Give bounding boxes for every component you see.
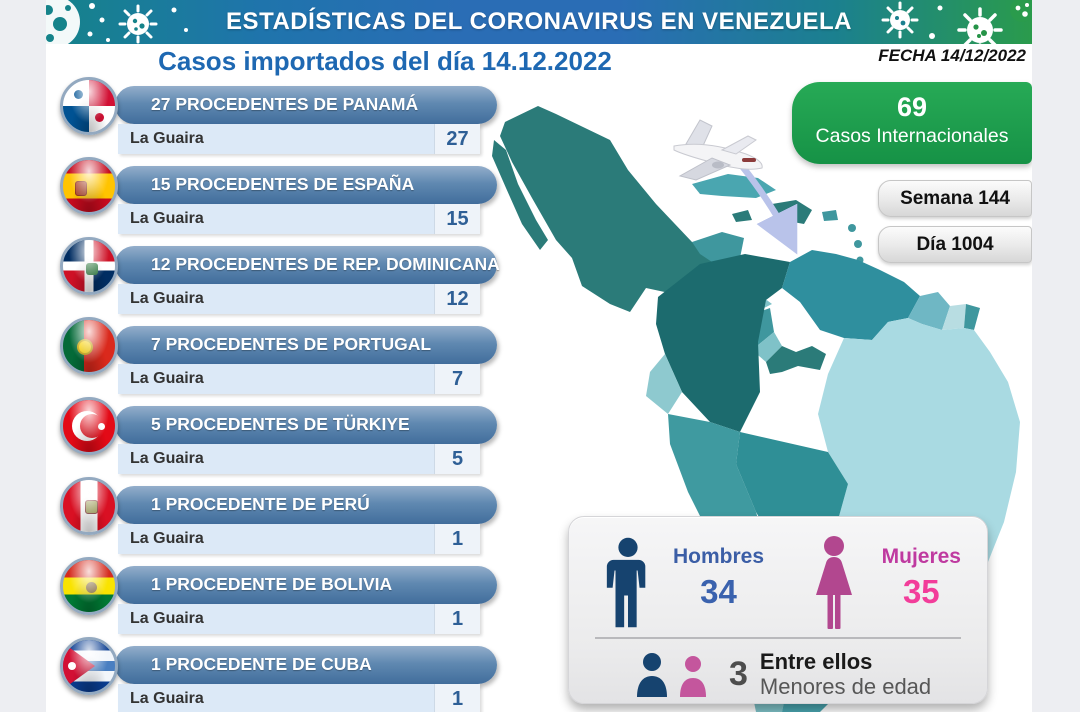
country-count: 15 — [434, 204, 480, 234]
entry-location: La Guaira — [130, 530, 204, 547]
entry-location: La Guaira — [130, 370, 204, 387]
map-venezuela — [782, 250, 920, 340]
country-count: 1 — [434, 684, 480, 712]
country-header-pill: 27 PROCEDENTES DE PANAMÁ — [115, 86, 497, 124]
country-info-row: La Guaira 12 — [118, 284, 480, 314]
country-info-row: La Guaira 27 — [118, 124, 480, 154]
map-baja-california — [492, 140, 548, 250]
country-header-text: 7 PROCEDENTES DE PORTUGAL — [151, 334, 432, 354]
country-count: 1 — [434, 524, 480, 554]
demographics-card: Hombres 34 Mujeres 35 — [568, 516, 988, 704]
country-count: 5 — [434, 444, 480, 474]
country-header-pill: 1 PROCEDENTE DE CUBA — [115, 646, 497, 684]
page-header-title: ESTADÍSTICAS DEL CORONAVIRUS EN VENEZUEL… — [226, 8, 852, 35]
entry-location: La Guaira — [130, 690, 204, 707]
country-info-row: La Guaira 1 — [118, 684, 480, 712]
entry-location: La Guaira — [130, 210, 204, 227]
cuba-flag-icon — [60, 637, 118, 695]
bolivia-flag-icon — [60, 557, 118, 615]
country-row: 12 PROCEDENTES DE REP. DOMINICANA La Gua… — [60, 237, 500, 314]
card-divider — [595, 637, 961, 639]
country-row: 5 PROCEDENTES DE TÜRKIYE La Guaira 5 — [60, 397, 498, 474]
country-header-pill: 7 PROCEDENTES DE PORTUGAL — [115, 326, 497, 364]
country-row: 1 PROCEDENTE DE CUBA La Guaira 1 — [60, 637, 498, 712]
portugal-flag-icon — [60, 317, 118, 375]
header-band: ESTADÍSTICAS DEL CORONAVIRUS EN VENEZUEL… — [46, 0, 1032, 44]
country-header-pill: 1 PROCEDENTE DE BOLIVIA — [115, 566, 497, 604]
country-count: 27 — [434, 124, 480, 154]
country-count: 1 — [434, 604, 480, 634]
flight-arrow — [739, 163, 798, 255]
country-count: 12 — [434, 284, 480, 314]
male-icon — [606, 537, 646, 628]
minors-label-line1: Entre ellos — [759, 649, 873, 674]
turkey-flag-icon — [60, 397, 118, 455]
dominican-republic-flag-icon — [60, 237, 118, 295]
left-margin-strip — [0, 0, 46, 712]
country-list: 27 PROCEDENTES DE PANAMÁ La Guaira 27 15… — [60, 77, 500, 712]
country-header-text: 5 PROCEDENTES DE TÜRKIYE — [151, 414, 410, 434]
country-row: 27 PROCEDENTES DE PANAMÁ La Guaira 27 — [60, 77, 498, 154]
entry-location: La Guaira — [130, 450, 204, 467]
country-count: 7 — [434, 364, 480, 394]
country-row: 1 PROCEDENTE DE PERÚ La Guaira 1 — [60, 477, 498, 554]
men-label: Hombres — [673, 545, 765, 568]
international-cases-count: 69 — [896, 92, 928, 122]
virus-decoration-right — [881, 0, 1032, 44]
spain-flag-icon — [60, 157, 118, 215]
airplane-icon — [673, 119, 763, 181]
panama-flag-icon — [60, 77, 118, 135]
country-info-row: La Guaira 7 — [118, 364, 480, 394]
gender-row: Hombres 34 Mujeres 35 — [569, 517, 987, 631]
country-row: 7 PROCEDENTES DE PORTUGAL La Guaira 7 — [60, 317, 498, 394]
country-header-pill: 5 PROCEDENTES DE TÜRKIYE — [115, 406, 497, 444]
female-icon — [815, 536, 852, 629]
week-badge: Semana 144 — [878, 180, 1032, 217]
country-info-row: La Guaira 1 — [118, 524, 480, 554]
country-header-text: 1 PROCEDENTE DE CUBA — [151, 654, 372, 674]
minors-icons — [637, 653, 706, 698]
minors-label-line2: Menores de edad — [759, 674, 932, 700]
entry-location: La Guaira — [130, 610, 204, 627]
country-header-text: 1 PROCEDENTE DE BOLIVIA — [151, 574, 393, 594]
minors-row: 3 Entre ellos Menores de edad — [569, 639, 987, 700]
page-title: Casos importados del día 14.12.2022 — [158, 46, 612, 76]
country-info-row: La Guaira 15 — [118, 204, 480, 234]
country-header-pill: 1 PROCEDENTE DE PERÚ — [115, 486, 497, 524]
country-row: 15 PROCEDENTES DE ESPAÑA La Guaira 15 — [60, 157, 498, 234]
men-count: 34 — [700, 573, 737, 610]
country-header-text: 1 PROCEDENTE DE PERÚ — [151, 494, 370, 514]
map-guyana — [908, 292, 950, 330]
peru-flag-icon — [60, 477, 118, 535]
day-badge: Día 1004 — [878, 226, 1032, 263]
map-mexico — [500, 106, 718, 312]
country-info-row: La Guaira 1 — [118, 604, 480, 634]
international-cases-badge: 69 Casos Internacionales — [792, 82, 1032, 164]
country-info-row: La Guaira 5 — [118, 444, 480, 474]
virus-decoration-left — [46, 0, 188, 44]
country-header-text: 15 PROCEDENTES DE ESPAÑA — [151, 174, 415, 194]
country-header-pill: 12 PROCEDENTES DE REP. DOMINICANA — [115, 246, 500, 284]
entry-location: La Guaira — [130, 130, 204, 147]
right-margin-strip — [1032, 0, 1080, 712]
date-badge: FECHA 14/12/2022 — [878, 46, 1026, 65]
women-label: Mujeres — [881, 545, 961, 568]
map-colombia — [656, 254, 790, 432]
minors-count: 3 — [729, 654, 748, 693]
country-row: 1 PROCEDENTE DE BOLIVIA La Guaira 1 — [60, 557, 498, 634]
country-header-text: 27 PROCEDENTES DE PANAMÁ — [151, 94, 419, 114]
international-cases-label: Casos Internacionales — [815, 125, 1009, 147]
map-ecuador — [646, 354, 682, 414]
entry-location: La Guaira — [130, 290, 204, 307]
country-header-text: 12 PROCEDENTES DE REP. DOMINICANA — [151, 254, 500, 274]
women-count: 35 — [902, 573, 940, 610]
country-header-pill: 15 PROCEDENTES DE ESPAÑA — [115, 166, 497, 204]
